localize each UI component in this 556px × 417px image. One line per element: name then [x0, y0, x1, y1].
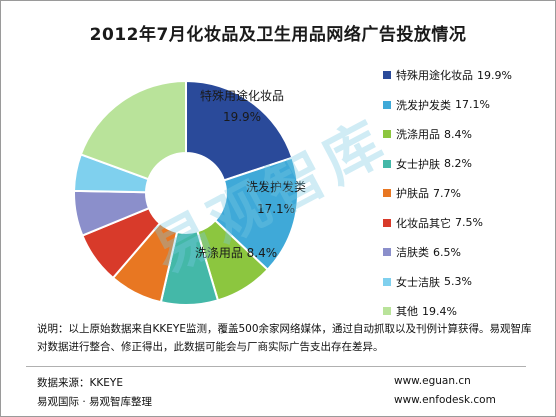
legend-item-other: 其他 19.4%	[383, 301, 457, 321]
legend-value: 7.5%	[455, 216, 483, 229]
legend-label: 护肤品	[396, 187, 429, 200]
legend-swatch	[383, 277, 391, 286]
legend-value: 17.1%	[455, 98, 490, 111]
note-text: 说明：以上原始数据来自KKEYE监测，覆盖500余家网络媒体，通过自动抓取以及刊…	[37, 323, 532, 353]
legend-swatch	[383, 71, 391, 79]
legend-item-skincare: 护肤品 7.7%	[383, 183, 461, 203]
legend-item-cleansing: 洁肤类 6.5%	[383, 242, 461, 262]
legend-label: 女士洁肤	[396, 275, 440, 289]
legend-label: 化妆品其它	[396, 216, 451, 230]
slice-special-cosmetics	[185, 79, 294, 182]
legend-label: 洗涤用品	[396, 128, 440, 141]
compiler-text: 易观国际 · 易观智库整理	[37, 396, 153, 408]
legend-swatch	[383, 189, 391, 197]
legend-item-special-cosmetics: 特殊用途化妆品 19.9%	[383, 65, 512, 85]
legend-label: 洗发护发类	[396, 98, 451, 112]
legend-item-detergents: 洗涤用品 8.4%	[383, 124, 472, 144]
legend-swatch	[383, 159, 391, 168]
website-eguan: www.eguan.cn	[394, 375, 471, 387]
slice-other	[79, 79, 187, 181]
legend-swatch	[383, 307, 391, 315]
legend-item-hair-care: 洗发护发类 17.1%	[383, 95, 490, 115]
legend-value: 8.2%	[444, 157, 472, 170]
legend-swatch	[383, 248, 391, 256]
legend-label: 洁肤类	[396, 246, 429, 259]
legend-label: 女士护肤	[396, 157, 440, 171]
legend-swatch	[383, 130, 391, 138]
slice-hair-care	[213, 156, 299, 272]
legend-item-womens-skincare: 女士护肤 8.2%	[383, 154, 472, 174]
chart-title: 2012年7月化妆品及卫生用品网络广告投放情况	[89, 25, 467, 45]
legend-value: 6.5%	[433, 245, 461, 259]
legend-value: 5.3%	[444, 275, 472, 288]
data-source: 数据来源：KKEYE	[37, 377, 123, 389]
legend-item-womens-cleansing: 女士洁肤 5.3%	[383, 272, 472, 292]
legend-value: 7.7%	[433, 186, 461, 200]
legend-value: 19.9%	[477, 68, 512, 82]
slice-label-value: 17.1%	[257, 202, 295, 216]
divider	[26, 366, 526, 367]
legend-value: 19.4%	[422, 304, 457, 318]
slice-label-name-value: 洗涤用品 8.4%	[195, 246, 277, 260]
legend-label: 特殊用途化妆品	[396, 69, 473, 82]
legend-value: 8.4%	[444, 127, 472, 141]
slice-label-value: 19.9%	[223, 110, 261, 124]
legend-label: 其他	[396, 305, 418, 318]
slice-label-name: 洗发护发类	[246, 179, 306, 194]
website-enfodesk: www.enfodesk.com	[394, 394, 496, 406]
legend-swatch	[383, 218, 391, 227]
legend-swatch	[383, 100, 391, 109]
slice-label-name: 特殊用途化妆品	[200, 88, 284, 103]
legend-item-cosmetics-other: 化妆品其它 7.5%	[383, 213, 483, 233]
